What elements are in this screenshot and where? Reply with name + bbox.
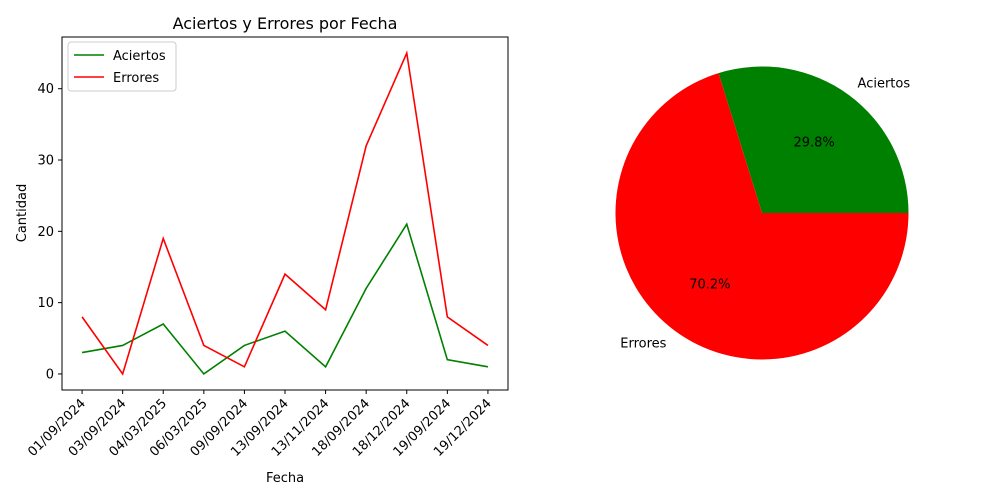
legend: Aciertos Errores — [67, 41, 177, 92]
y-axis-ticks: 0 10 20 30 40 — [37, 82, 62, 382]
series-lines — [81, 50, 489, 376]
x-axis-ticks: 01/09/202403/09/202404/03/202506/03/2025… — [25, 390, 495, 460]
legend-label-aciertos: Aciertos — [113, 49, 166, 64]
y-tick-label: 30 — [37, 154, 54, 169]
line-chart-title: Aciertos y Errores por Fecha — [173, 14, 398, 33]
pie-slice-errores — [615, 73, 909, 360]
pie-chart: Aciertos 29.8% Errores 70.2% — [615, 66, 911, 360]
pie-slice-aciertos — [718, 66, 909, 214]
pie-label-errores: Errores — [620, 336, 666, 351]
line-chart: Aciertos y Errores por Fecha 01/09/20240… — [15, 14, 509, 486]
pie-pct-aciertos: 29.8% — [793, 136, 834, 151]
y-tick-label: 40 — [37, 82, 54, 97]
series-line-errores — [81, 50, 489, 376]
pie-pct-errores: 70.2% — [689, 277, 730, 292]
pie-label-aciertos: Aciertos — [858, 77, 911, 92]
y-tick-label: 0 — [46, 367, 54, 382]
y-axis-label: Cantidad — [15, 184, 30, 242]
plot-area-frame — [61, 36, 509, 391]
y-tick-label: 20 — [37, 225, 54, 240]
series-line-aciertos — [81, 222, 489, 376]
legend-label-errores: Errores — [113, 71, 159, 86]
x-axis-label: Fecha — [266, 471, 304, 486]
y-tick-label: 10 — [37, 296, 54, 311]
